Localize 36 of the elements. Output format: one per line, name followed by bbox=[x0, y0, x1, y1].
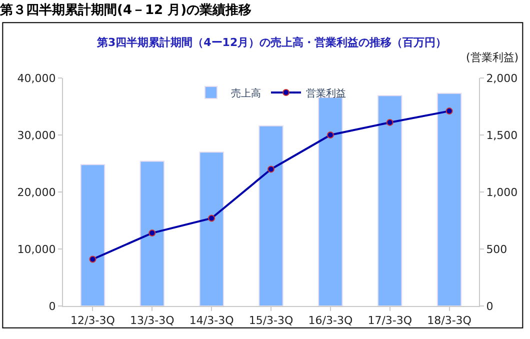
bar bbox=[80, 164, 106, 306]
point bbox=[89, 256, 96, 263]
bar bbox=[377, 95, 402, 306]
chart-title: 第３四半期累計期間(4－12 月)の業績推移 bbox=[0, 2, 252, 18]
y-tick-label: 10,000 bbox=[17, 242, 56, 256]
x-tick-label: 16/3-3Q bbox=[308, 314, 353, 328]
bar bbox=[258, 125, 284, 306]
bar bbox=[199, 152, 224, 306]
y2-tick-label: 1,500 bbox=[486, 128, 518, 142]
y-tick-label: 20,000 bbox=[17, 186, 56, 199]
y-tick-label: 30,000 bbox=[17, 128, 56, 142]
y2-tick-label: 500 bbox=[486, 242, 508, 256]
point bbox=[268, 166, 274, 173]
point bbox=[208, 214, 216, 222]
y-tick-label: 40,000 bbox=[17, 72, 56, 85]
y2-tick-label: 2,000 bbox=[486, 72, 518, 85]
x-tick-label: 15/3-3Q bbox=[248, 314, 294, 328]
y2-tick-label: 1,000 bbox=[486, 186, 518, 199]
y-tick-label: 0 bbox=[48, 300, 56, 313]
x-tick-label: 12/3-3Q bbox=[70, 314, 116, 328]
legend-label: 営業利益 bbox=[306, 87, 346, 100]
y2-tick-label: 0 bbox=[486, 300, 494, 313]
legend-label: 売上高 bbox=[231, 87, 261, 100]
bar bbox=[140, 160, 165, 306]
point bbox=[446, 108, 453, 115]
x-tick-label: 18/3-3Q bbox=[427, 314, 472, 328]
bar bbox=[436, 92, 462, 306]
y2-axis-title: (営業利益) bbox=[466, 51, 519, 64]
x-tick-label: 14/3-3Q bbox=[189, 314, 234, 328]
x-tick-label: 17/3-3Q bbox=[368, 314, 412, 328]
x-tick-label: 13/3-3Q bbox=[130, 314, 175, 328]
point bbox=[326, 132, 334, 138]
chart-subtitle: 第3四半期累計期間（4ー12月）の売上高・営業利益の推移（百万円） bbox=[96, 36, 447, 49]
point bbox=[386, 118, 394, 126]
point bbox=[148, 230, 156, 237]
bar bbox=[318, 96, 343, 306]
